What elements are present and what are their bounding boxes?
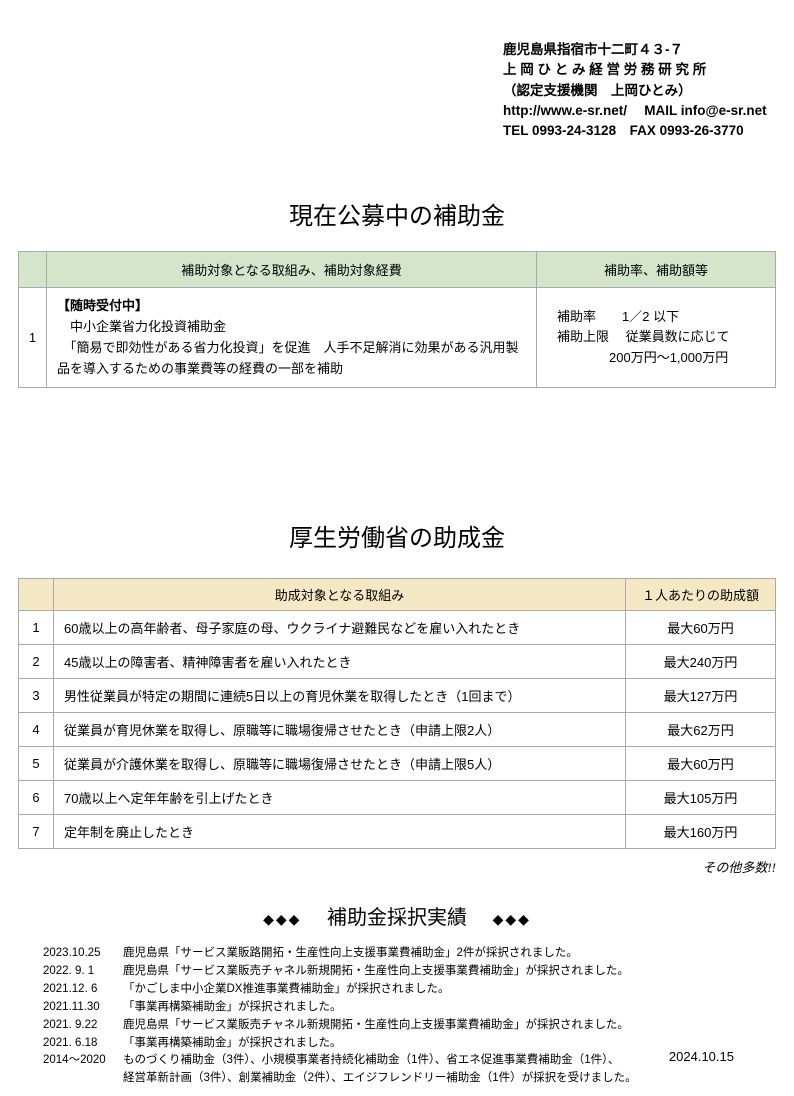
- section1-title: 現在公募中の補助金: [18, 196, 776, 231]
- diamond-icon: ◆◆◆: [263, 911, 301, 927]
- record-text: 鹿児島県「サービス業販売チャネル新規開拓・生産性向上支援事業費補助金」が採択され…: [123, 1017, 776, 1035]
- rate-line2: 補助上限 従業員数に応じて: [557, 329, 730, 344]
- row-amt: 最大60万円: [626, 747, 776, 781]
- record-text: 鹿児島県「サービス業販路開拓・生産性向上支援事業費補助金」2件が採択されました。: [123, 945, 776, 963]
- header-cert: （認定支援機関 上岡ひとみ）: [503, 81, 776, 101]
- record-row: 2021.11.30「事業再構築補助金」が採択されました。: [43, 999, 776, 1017]
- row-desc: 従業員が介護休業を取得し、原職等に職場復帰させたとき（申請上限5人）: [54, 747, 626, 781]
- row-num: 3: [19, 679, 54, 713]
- record-date: 2021. 9.22: [43, 1017, 123, 1035]
- record-text: 鹿児島県「サービス業販売チャネル新規開拓・生産性向上支援事業費補助金」が採択され…: [123, 963, 776, 981]
- table-row: 7定年制を廃止したとき最大160万円: [19, 815, 776, 849]
- record-date: 2021.11.30: [43, 999, 123, 1017]
- header-address: 鹿児島県指宿市十二町４３-７: [503, 40, 776, 60]
- row-desc: 【随時受付中】 中小企業省力化投資補助金 「簡易で即効性がある省力化投資」を促進…: [47, 288, 537, 388]
- row-num: 1: [19, 288, 47, 388]
- record-date: 2023.10.25: [43, 945, 123, 963]
- table-row: 670歳以上へ定年年齢を引上げたとき最大105万円: [19, 781, 776, 815]
- desc-line1: 中小企業省力化投資補助金: [57, 319, 226, 334]
- row-num: 1: [19, 611, 54, 645]
- header-contact: 鹿児島県指宿市十二町４３-７ 上 岡 ひ と み 経 営 労 務 研 究 所 （…: [503, 40, 776, 141]
- record-date: 2021. 6.18: [43, 1035, 123, 1053]
- record-date: [43, 1070, 123, 1088]
- row-num: 7: [19, 815, 54, 849]
- record-row: 2021. 6.18「事業再構築補助金」が採択されました。: [43, 1035, 776, 1053]
- header-company: 上 岡 ひ と み 経 営 労 務 研 究 所: [503, 60, 776, 80]
- table-row: 4従業員が育児休業を取得し、原職等に職場復帰させたとき（申請上限2人）最大62万…: [19, 713, 776, 747]
- row-amt: 最大62万円: [626, 713, 776, 747]
- table-header-blank: [19, 252, 47, 288]
- row-desc: 従業員が育児休業を取得し、原職等に職場復帰させたとき（申請上限2人）: [54, 713, 626, 747]
- row-num: 5: [19, 747, 54, 781]
- table-header-rate: 補助率、補助額等: [537, 252, 776, 288]
- table-row: 160歳以上の高年齢者、母子家庭の母、ウクライナ避難民などを雇い入れたとき最大6…: [19, 611, 776, 645]
- rate-line1: 補助率 1／2 以下: [557, 309, 679, 324]
- row-rate: 補助率 1／2 以下 補助上限 従業員数に応じて 200万円～1,000万円: [537, 288, 776, 388]
- row-desc: 定年制を廃止したとき: [54, 815, 626, 849]
- desc-bold: 【随時受付中】: [57, 298, 148, 313]
- section3-title-text: 補助金採択実績: [327, 907, 467, 929]
- table-row: 245歳以上の障害者、精神障害者を雇い入れたとき最大240万円: [19, 645, 776, 679]
- records-list: 2023.10.25鹿児島県「サービス業販路開拓・生産性向上支援事業費補助金」2…: [43, 945, 776, 1088]
- rate-line3: 200万円～1,000万円: [557, 350, 728, 365]
- record-date: 2014～2020: [43, 1052, 123, 1070]
- row-amt: 最大105万円: [626, 781, 776, 815]
- record-row: 2022. 9. 1鹿児島県「サービス業販売チャネル新規開拓・生産性向上支援事業…: [43, 963, 776, 981]
- table2-header-desc: 助成対象となる取組み: [54, 579, 626, 611]
- section2-title: 厚生労働省の助成金: [18, 518, 776, 553]
- record-row: 経営革新計画（3件）、創業補助金（2件）、エイジフレンドリー補助金（1件）が採択…: [43, 1070, 776, 1088]
- header-phone: TEL 0993-24-3128 FAX 0993-26-3770: [503, 121, 776, 141]
- record-row: 2021.12. 6「かごしま中小企業DX推進事業費補助金」が採択されました。: [43, 981, 776, 999]
- table-row: 3男性従業員が特定の期間に連続5日以上の育児休業を取得したとき（1回まで）最大1…: [19, 679, 776, 713]
- row-num: 6: [19, 781, 54, 815]
- record-row: 2023.10.25鹿児島県「サービス業販路開拓・生産性向上支援事業費補助金」2…: [43, 945, 776, 963]
- record-text: 「事業再構築補助金」が採択されました。: [123, 999, 776, 1017]
- row-amt: 最大240万円: [626, 645, 776, 679]
- grant-table: 助成対象となる取組み １人あたりの助成額 160歳以上の高年齢者、母子家庭の母、…: [18, 578, 776, 849]
- note-text: その他多数!!: [18, 857, 776, 876]
- row-num: 4: [19, 713, 54, 747]
- row-amt: 最大127万円: [626, 679, 776, 713]
- subsidy-table: 補助対象となる取組み、補助対象経費 補助率、補助額等 1 【随時受付中】 中小企…: [18, 251, 776, 388]
- row-num: 2: [19, 645, 54, 679]
- footer-date: 2024.10.15: [669, 1049, 734, 1064]
- record-text: 経営革新計画（3件）、創業補助金（2件）、エイジフレンドリー補助金（1件）が採択…: [123, 1070, 776, 1088]
- record-date: 2022. 9. 1: [43, 963, 123, 981]
- row-amt: 最大160万円: [626, 815, 776, 849]
- record-row: 2021. 9.22鹿児島県「サービス業販売チャネル新規開拓・生産性向上支援事業…: [43, 1017, 776, 1035]
- table-header-desc: 補助対象となる取組み、補助対象経費: [47, 252, 537, 288]
- diamond-icon: ◆◆◆: [493, 911, 531, 927]
- table2-header-amt: １人あたりの助成額: [626, 579, 776, 611]
- row-desc: 70歳以上へ定年年齢を引上げたとき: [54, 781, 626, 815]
- header-url: http://www.e-sr.net/ MAIL info@e-sr.net: [503, 101, 776, 121]
- record-text: 「かごしま中小企業DX推進事業費補助金」が採択されました。: [123, 981, 776, 999]
- row-desc: 45歳以上の障害者、精神障害者を雇い入れたとき: [54, 645, 626, 679]
- section3-title: ◆◆◆ 補助金採択実績 ◆◆◆: [18, 901, 776, 930]
- row-desc: 60歳以上の高年齢者、母子家庭の母、ウクライナ避難民などを雇い入れたとき: [54, 611, 626, 645]
- table2-header-blank: [19, 579, 54, 611]
- record-date: 2021.12. 6: [43, 981, 123, 999]
- desc-line2: 「簡易で即効性がある省力化投資」を促進 人手不足解消に効果がある汎用製品を導入す…: [57, 340, 519, 376]
- table-row: 5従業員が介護休業を取得し、原職等に職場復帰させたとき（申請上限5人）最大60万…: [19, 747, 776, 781]
- row-amt: 最大60万円: [626, 611, 776, 645]
- record-row: 2014～2020ものづくり補助金（3件）、小規模事業者持続化補助金（1件）、省…: [43, 1052, 776, 1070]
- row-desc: 男性従業員が特定の期間に連続5日以上の育児休業を取得したとき（1回まで）: [54, 679, 626, 713]
- table-row: 1 【随時受付中】 中小企業省力化投資補助金 「簡易で即効性がある省力化投資」を…: [19, 288, 776, 388]
